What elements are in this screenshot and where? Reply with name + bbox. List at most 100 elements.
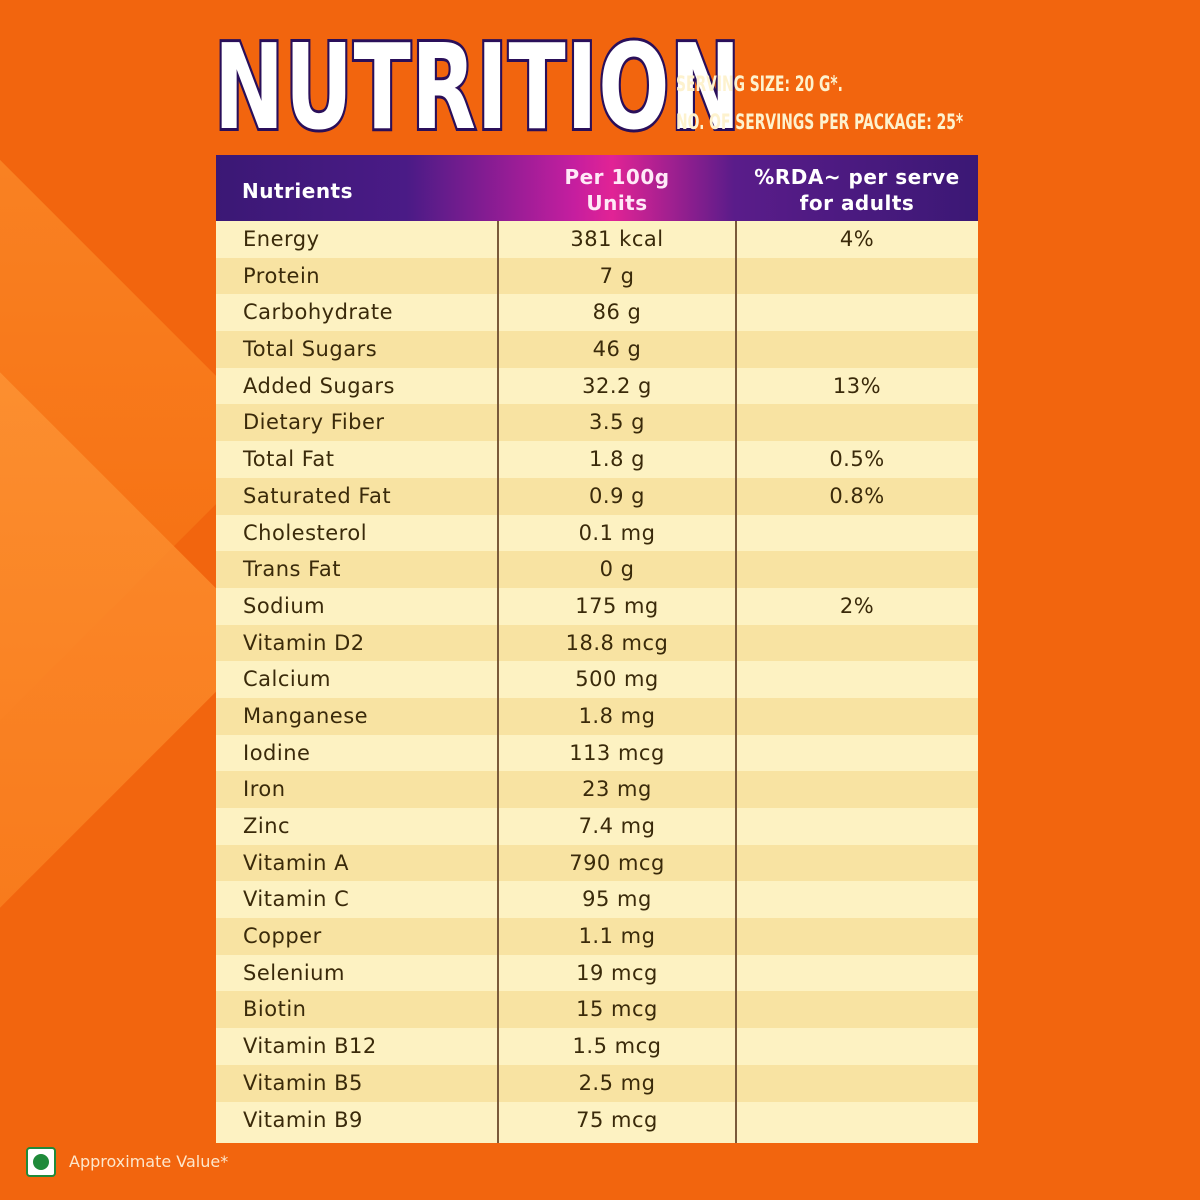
nutrient-value: 23 mg	[582, 777, 652, 802]
nutrient-rda	[736, 258, 978, 295]
table-row: Added Sugars 32.2 g 13%	[216, 367, 978, 405]
nutrient-value: 0 g	[599, 557, 635, 582]
nutrient-rda: 13%	[832, 373, 882, 398]
table-row: Vitamin B5 2.5 mg	[216, 1064, 978, 1102]
nutrient-rda	[736, 625, 978, 662]
nutrient-rda	[736, 515, 978, 552]
nutrient-value: 15 mcg	[576, 997, 658, 1022]
nutrient-rda	[736, 331, 978, 368]
nutrient-name: Total Sugars	[243, 337, 378, 362]
nutrient-name: Vitamin A	[243, 850, 349, 875]
table-row: Energy 381 kcal 4%	[216, 221, 978, 258]
nutrient-rda	[736, 1102, 978, 1139]
nutrient-name: Vitamin B12	[243, 1034, 377, 1059]
nutrient-name: Dietary Fiber	[243, 410, 385, 435]
nutrient-name: Cholesterol	[243, 520, 368, 545]
nutrient-name: Selenium	[243, 960, 345, 985]
nutrient-value: 95 mg	[582, 887, 652, 912]
nutrient-value: 46 g	[592, 337, 642, 362]
nutrient-name: Saturated Fat	[243, 483, 392, 508]
table-row: Biotin 15 mcg	[216, 991, 978, 1029]
nutrient-rda	[736, 1028, 978, 1065]
nutrient-rda	[736, 294, 978, 331]
nutrient-value: 0.9 g	[589, 483, 645, 508]
nutrient-value: 113 mcg	[569, 740, 665, 765]
column-divider	[497, 221, 499, 1143]
nutrition-table: Nutrients Per 100g Units %RDA~ per serve…	[216, 155, 978, 1143]
table-row: Iodine 113 mcg	[216, 734, 978, 772]
nutrient-value: 19 mcg	[576, 960, 658, 985]
nutrient-value: 7 g	[599, 263, 635, 288]
table-row: Vitamin D2 18.8 mcg	[216, 624, 978, 662]
header-nutrients: Nutrients	[242, 179, 354, 203]
nutrient-name: Vitamin B5	[243, 1070, 363, 1095]
nutrient-rda	[736, 404, 978, 441]
nutrient-rda	[736, 698, 978, 735]
nutrient-rda	[736, 661, 978, 698]
table-row: Protein 7 g	[216, 257, 978, 295]
nutrient-rda: 0.5%	[829, 447, 885, 472]
veg-dot	[33, 1154, 49, 1170]
nutrient-rda: 4%	[839, 227, 875, 251]
nutrient-value: 1.8 g	[589, 447, 645, 472]
table-row: Copper 1.1 mg	[216, 918, 978, 955]
nutrient-rda	[736, 881, 978, 918]
table-row: Total Sugars 46 g	[216, 331, 978, 368]
nutrient-value: 1.1 mg	[578, 924, 656, 949]
table-row: Manganese 1.8 mg	[216, 697, 978, 735]
nutrient-name: Protein	[243, 263, 321, 288]
nutrient-rda	[736, 735, 978, 772]
nutrient-name: Energy	[243, 227, 320, 251]
nutrient-value: 175 mg	[575, 593, 659, 618]
nutrient-value: 3.5 g	[589, 410, 645, 435]
nutrient-value: 500 mg	[575, 667, 659, 692]
nutrient-name: Vitamin B9	[243, 1107, 363, 1132]
nutrient-value: 18.8 mcg	[565, 630, 669, 655]
nutrient-name: Zinc	[243, 814, 291, 838]
nutrient-name: Iodine	[243, 740, 311, 765]
footnote: Approximate Value*	[69, 1152, 229, 1171]
column-divider	[735, 221, 737, 1143]
table-row: Total Fat 1.8 g 0.5%	[216, 441, 978, 478]
nutrient-value: 75 mcg	[576, 1107, 658, 1132]
table-row: Iron 23 mg	[216, 771, 978, 808]
header-per-100g-line1: Per 100g	[564, 165, 670, 189]
nutrient-value: 2.5 mg	[578, 1070, 656, 1095]
nutrient-rda: 2%	[839, 593, 875, 618]
table-row: Vitamin B9 75 mcg	[216, 1101, 978, 1139]
nutrient-name: Sodium	[243, 593, 326, 618]
table-row: Selenium 19 mcg	[216, 954, 978, 992]
table-row: Vitamin C 95 mg	[216, 881, 978, 919]
table-row: Cholesterol 0.1 mg	[216, 514, 978, 552]
nutrient-value: 86 g	[592, 300, 642, 325]
table-row: Vitamin A 790 mcg	[216, 844, 978, 882]
nutrient-rda	[736, 955, 978, 992]
nutrient-value: 7.4 mg	[578, 814, 656, 838]
nutrient-name: Iron	[243, 777, 286, 802]
nutrient-rda	[736, 1065, 978, 1102]
header-per-100g: Per 100g Units	[498, 164, 736, 216]
nutrient-name: Manganese	[243, 703, 369, 728]
nutrient-value: 32.2 g	[582, 373, 652, 398]
table-row: Zinc 7.4 mg	[216, 808, 978, 845]
nutrient-name: Vitamin C	[243, 887, 350, 912]
page-title: NUTRITION	[212, 18, 743, 156]
table-row: Calcium 500 mg	[216, 661, 978, 698]
header-per-100g-line2: Units	[586, 191, 648, 215]
nutrient-name: Vitamin D2	[243, 630, 365, 655]
nutrient-rda	[736, 991, 978, 1028]
veg-symbol-icon	[26, 1147, 56, 1177]
table-header: Nutrients Per 100g Units %RDA~ per serve…	[216, 155, 978, 221]
table-row: Sodium 175 mg 2%	[216, 587, 978, 625]
nutrient-name: Calcium	[243, 667, 332, 692]
table-row: Dietary Fiber 3.5 g	[216, 404, 978, 442]
nutrient-value: 790 mcg	[569, 850, 665, 875]
nutrient-rda: 0.8%	[829, 483, 885, 508]
table-row: Carbohydrate 86 g	[216, 294, 978, 332]
nutrient-rda	[736, 551, 978, 588]
nutrient-name: Added Sugars	[243, 373, 395, 398]
table-row: Vitamin B12 1.5 mcg	[216, 1028, 978, 1065]
nutrient-value: 1.8 mg	[578, 703, 656, 728]
nutrient-name: Total Fat	[243, 447, 335, 472]
nutrient-rda	[736, 771, 978, 808]
